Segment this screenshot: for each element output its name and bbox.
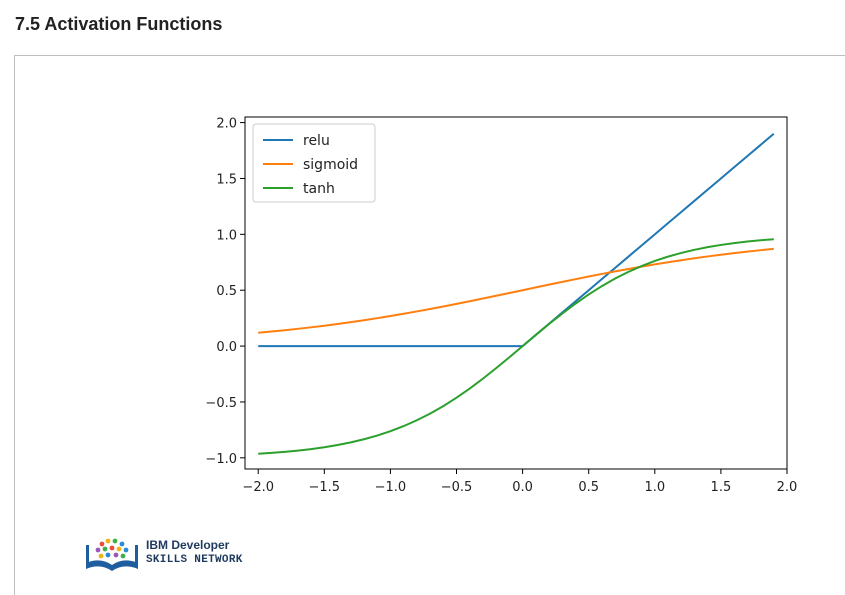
y-tick-label: −1.0 — [205, 452, 237, 467]
output-panel — [14, 55, 845, 595]
branding-line-1: IBM Developer — [146, 538, 230, 552]
x-tick-label: 0.0 — [512, 480, 533, 495]
x-tick-label: −0.5 — [441, 480, 473, 495]
x-tick-label: 2.0 — [777, 480, 798, 495]
activation-functions-chart: −2.0 −1.5 −1.0 −0.5 0.0 0.5 1.0 1.5 2.0 2.0 1.5 1.0… — [205, 116, 798, 495]
y-tick-label: 0.5 — [216, 284, 237, 299]
legend-box — [252, 123, 376, 203]
series-line-tanh — [258, 238, 774, 455]
series-line-relu — [258, 132, 775, 348]
plot-frame — [244, 116, 788, 470]
legend-label-relu: relu — [303, 133, 330, 149]
y-tick-label: 1.0 — [216, 228, 237, 243]
legend-label-tanh: tanh — [303, 181, 335, 197]
y-tick-label: 2.0 — [216, 117, 237, 132]
y-tick-label: 0.0 — [216, 340, 237, 355]
y-tick-label: 1.5 — [216, 172, 237, 187]
x-tick-label: −1.0 — [375, 480, 407, 495]
ibm-skills-network-logo — [86, 538, 138, 571]
x-tick-label: 1.5 — [711, 480, 732, 495]
y-tick-label: −0.5 — [205, 396, 237, 411]
branding-text: IBM Developer SKILLS NETWORK — [146, 538, 243, 568]
x-tick-label: −2.0 — [242, 480, 274, 495]
section-heading: 7.5 Activation Functions — [15, 14, 223, 34]
x-tick-label: 0.5 — [578, 480, 599, 495]
legend-label-sigmoid: sigmoid — [303, 157, 358, 173]
branding-line-2: SKILLS NETWORK — [146, 554, 243, 566]
x-tick-label: 1.0 — [644, 480, 665, 495]
series-line-sigmoid — [258, 247, 774, 334]
x-tick-label: −1.5 — [309, 480, 341, 495]
